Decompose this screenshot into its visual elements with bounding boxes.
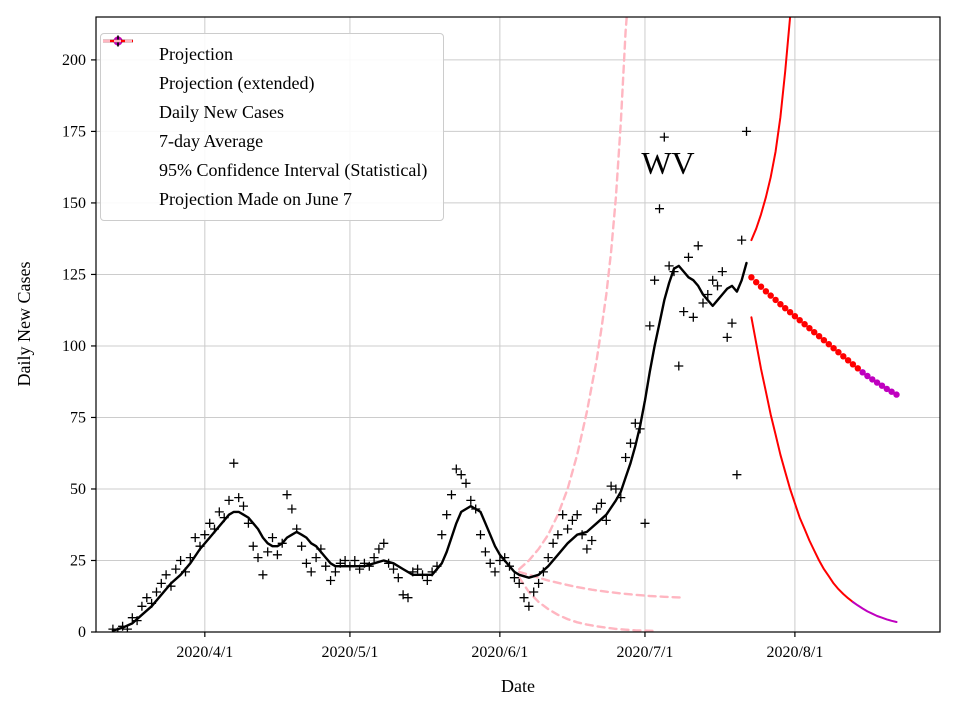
- series-seven-day-average: [111, 261, 748, 632]
- series-projection: [748, 274, 861, 372]
- series-ci-lower-extended: [851, 601, 898, 623]
- plus-marker-icon: [112, 35, 147, 120]
- legend-item-june7-projection: Projection Made on June 7: [103, 39, 427, 210]
- annotation-wv: WV: [641, 145, 694, 181]
- y-tick-label: 125: [62, 266, 86, 283]
- magenta-dot-icon: [113, 36, 147, 91]
- y-axis-label: Daily New Cases: [14, 262, 34, 387]
- series-june7-projection-upper-ci: [518, 17, 628, 571]
- red-dot-icon: [113, 36, 147, 62]
- legend-label: 7-day Average: [159, 131, 264, 151]
- x-tick-label: 2020/7/1: [617, 644, 674, 661]
- series-june7-projection-lower-ci: [518, 576, 656, 632]
- series-layer: [108, 17, 900, 632]
- black-line-icon: [103, 39, 147, 149]
- y-tick-label: 100: [62, 338, 86, 355]
- legend: Projection Projection (extended) Daily N…: [100, 33, 445, 221]
- y-tick-label: 175: [62, 123, 86, 140]
- y-tick-label: 50: [70, 481, 86, 498]
- legend-item-projection-extended: Projection (extended): [113, 36, 427, 94]
- legend-label: Projection (extended): [159, 73, 315, 93]
- x-tick-label: 2020/6/1: [471, 644, 528, 661]
- series-ci-lower: [750, 316, 854, 603]
- legend-item-projection: Projection: [113, 36, 427, 65]
- legend-label: Daily New Cases: [159, 102, 284, 122]
- legend-label: Projection: [159, 44, 233, 64]
- y-tick-label: 200: [62, 52, 86, 69]
- x-tick-label: 2020/8/1: [766, 644, 823, 661]
- series-daily-new-cases: [108, 126, 751, 632]
- series-ci-upper: [750, 17, 792, 242]
- legend-item-confidence-interval: 95% Confidence Interval (Statistical): [103, 39, 428, 181]
- red-line-icon: [103, 39, 147, 178]
- x-tick-label: 2020/5/1: [321, 644, 378, 661]
- legend-item-daily-new-cases: Daily New Cases: [112, 35, 427, 123]
- legend-item-7-day-average: 7-day Average: [103, 39, 427, 152]
- series-june7-projection-central: [518, 570, 685, 599]
- y-tick-label: 25: [70, 552, 86, 569]
- y-tick-label: 0: [78, 624, 86, 641]
- y-tick-label: 150: [62, 195, 86, 212]
- x-tick-label: 2020/4/1: [176, 644, 233, 661]
- legend-label: Projection Made on June 7: [159, 189, 352, 209]
- axis-layer: 2020/4/1 2020/5/1 2020/6/1 2020/7/1 2020/8/1…: [62, 52, 823, 661]
- legend-label: 95% Confidence Interval (Statistical): [159, 160, 428, 180]
- pink-dashed-line-icon: [103, 39, 147, 207]
- x-axis-label: Date: [501, 676, 535, 696]
- plot-frame: [95, 16, 941, 633]
- y-tick-label: 75: [70, 409, 86, 426]
- series-projection-extended: [859, 369, 900, 398]
